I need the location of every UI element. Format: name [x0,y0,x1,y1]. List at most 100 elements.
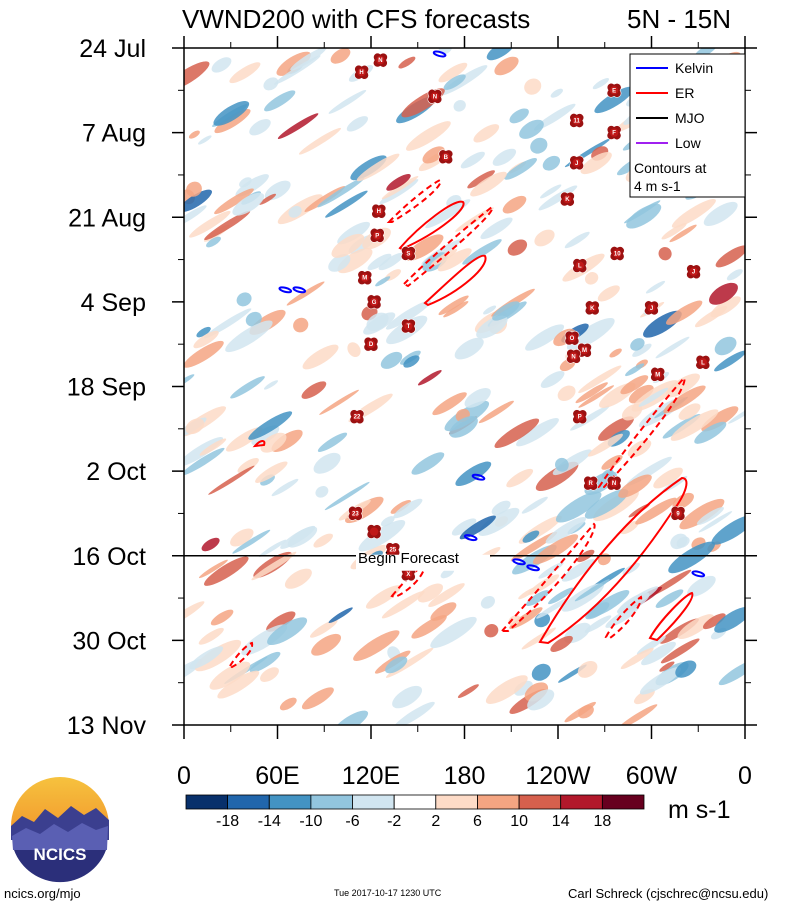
storm-core [580,346,589,355]
axis-ticks [172,36,757,739]
storm-core [563,194,572,204]
colorbar-label: 2 [431,813,440,830]
anomaly-patch [333,710,369,725]
anomaly-patch [666,373,700,398]
anomaly-patch [214,188,254,215]
anomaly-patch [381,175,419,200]
colorbar-swatch [518,794,562,810]
anomaly-patch [504,158,537,180]
x-tick-label: 180 [444,762,486,790]
anomaly-patch [661,222,687,240]
anomaly-patch [584,615,612,633]
anomaly-patch [462,239,502,265]
anomaly-patch [317,177,365,208]
footer-website[interactable]: ncics.org/mjo [4,886,81,901]
anomaly-patch [430,602,457,621]
storm-core [404,249,413,258]
anomaly-patch [638,387,669,407]
kelvin-contour [512,558,526,566]
anomaly-patch [694,421,727,444]
anomaly-patch [411,614,447,639]
anomaly-patch [379,179,419,205]
anomaly-patch [277,113,319,139]
storm-marker: J [569,155,585,171]
anomaly-patch [536,597,569,619]
anomaly-patch [248,411,293,440]
x-tick-label: 60E [255,762,299,790]
anomaly-patch [570,405,610,431]
anomaly-patch [714,336,737,356]
storm-core [369,297,379,307]
anomaly-patch [696,507,724,525]
forecast-label-background [356,554,490,571]
storm-core [360,273,369,282]
anomaly-patch [198,627,224,645]
anomaly-patch [670,409,719,441]
y-tick-label: 30 Oct [72,627,146,655]
storm-label: T [407,324,411,330]
logo-text: NCICS [34,845,87,864]
colorbar: -18 -14 -10 -6 -2 2 6 10 14 18 [185,794,645,830]
er-contour-positive [423,254,487,307]
y-tick-label: 2 Oct [86,458,146,486]
er-contour-positive [252,440,266,448]
storm-marker: N [566,348,581,364]
anomaly-patch [620,647,654,670]
storm-core [609,128,619,137]
storm-core [374,207,383,216]
er-contour-positive [398,200,465,251]
anomaly-patch [430,248,458,267]
anomaly-patch [598,416,634,441]
anomaly-patch [245,311,262,327]
y-tick-label: 24 Jul [79,35,146,63]
anomaly-patch [358,520,406,552]
anomaly-patch [293,317,309,333]
storm-label: 23 [352,511,359,517]
storm-label: L [578,264,582,270]
colorbar-swatch [602,794,645,810]
anomaly-patch [675,660,697,678]
anomaly-patch [709,282,738,305]
er-contour-negative [604,595,643,640]
anomaly-patch [665,300,703,325]
colorbar-units: m s-1 [668,796,731,824]
anomaly-patch [506,468,534,488]
anomaly-patch [380,516,395,527]
anomaly-patch [184,205,207,227]
colorbar-label: 18 [594,813,612,830]
footer-author: Carl Schreck (cjschrec@ncsu.edu) [568,886,768,901]
anomaly-patch [597,285,620,302]
er-contour-negative [499,522,596,632]
anomaly-patch [313,452,341,474]
anomaly-patch [239,177,252,188]
anomaly-patch [263,77,279,91]
anomaly-patch [437,248,472,272]
anomaly-patch [347,342,361,357]
anomaly-patch [286,281,325,306]
anomaly-patch [350,155,387,181]
anomaly-patch [237,457,259,474]
kelvin-contour [471,473,486,481]
anomaly-patch [209,661,251,690]
anomaly-patch [460,151,485,169]
anomaly-patch [577,660,598,678]
anomaly-patch [584,272,599,285]
storm-marker: E [606,82,622,98]
storm-label: B [444,155,449,161]
anomaly-patch [225,320,273,353]
anomaly-patch [430,616,477,649]
storm-marker [366,524,382,539]
anomaly-patch [671,198,716,228]
anomaly-patch [386,174,411,191]
storm-marker: 22 [349,409,365,425]
anomaly-patch [473,124,500,143]
storm-label: N [378,58,382,64]
storm-label: J [692,270,695,276]
anomaly-patch [542,155,561,171]
colorbar-label: -2 [387,813,401,830]
anomaly-patch [184,447,225,476]
legend-note-line1: Contours at [634,160,706,176]
anomaly-patch [232,192,265,216]
storm-label: 11 [574,119,581,125]
storm-core [369,527,379,536]
